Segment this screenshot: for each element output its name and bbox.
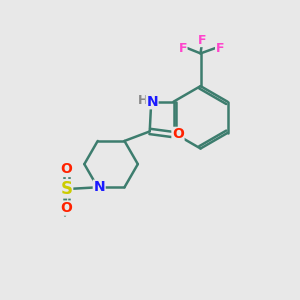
Text: S: S — [61, 180, 73, 198]
Text: F: F — [216, 42, 224, 55]
Text: H: H — [138, 94, 148, 107]
Text: N: N — [93, 180, 105, 194]
Text: O: O — [172, 128, 184, 141]
Text: F: F — [178, 42, 187, 55]
Text: N: N — [146, 95, 158, 109]
Text: O: O — [61, 201, 72, 215]
Text: O: O — [61, 163, 72, 176]
Text: F: F — [198, 34, 206, 46]
